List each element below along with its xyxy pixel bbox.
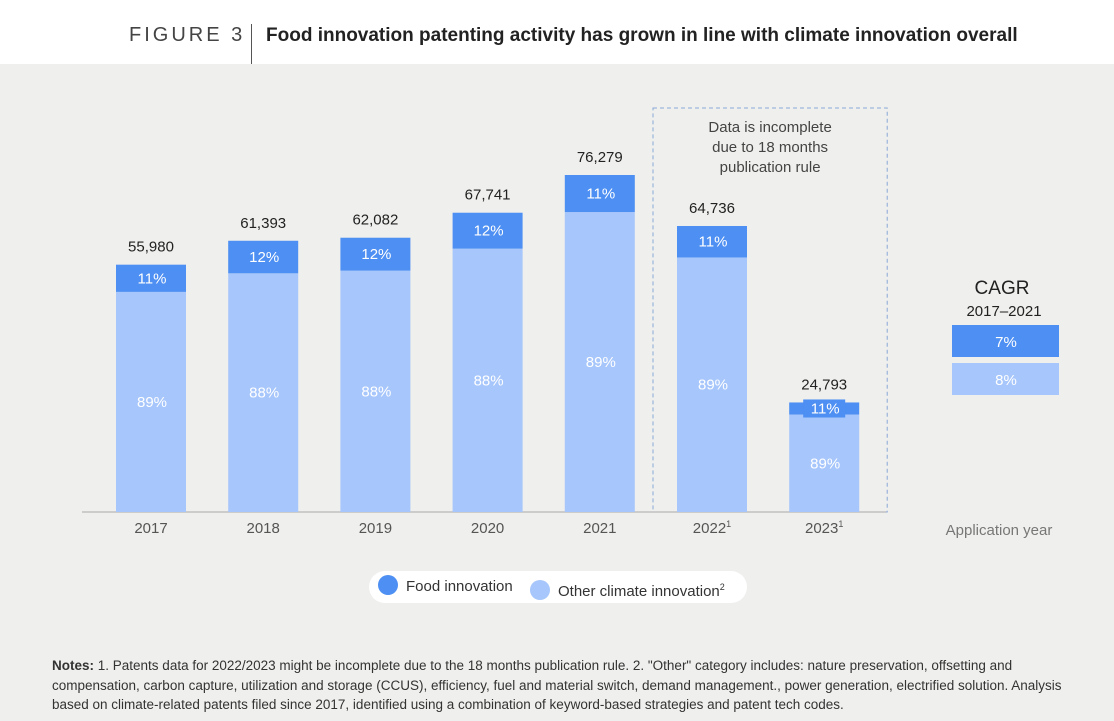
x-tick-label-2023: 20231 <box>805 519 843 537</box>
cagr-title: CAGR <box>975 278 1030 299</box>
notes-text: 1. Patents data for 2022/2023 might be i… <box>52 658 1062 712</box>
data-label-other-2021: 89% <box>586 354 616 371</box>
cagr-food-value: 7% <box>995 334 1017 351</box>
bar-food-2018 <box>228 240 299 274</box>
data-label-food-2017: 11% <box>138 270 167 287</box>
data-label-food-2023: 11% <box>811 400 840 417</box>
annotation-text: Data is incomplete <box>708 119 831 136</box>
legend-label-other-superscript: 2 <box>719 582 725 592</box>
figure-label: FIGURE 3 <box>129 24 246 46</box>
bar-food-2017 <box>116 264 186 292</box>
legend-swatch-other <box>530 580 550 601</box>
cagr-other-bar <box>952 363 1059 395</box>
bar-food-2022 <box>677 225 747 258</box>
bar-other-2018 <box>228 273 299 512</box>
notes-label: Notes: <box>52 658 95 673</box>
legend-item-food: Food innovation <box>378 571 513 603</box>
data-label-other-2017: 89% <box>137 394 167 411</box>
data-label-other-2022: 89% <box>698 377 728 394</box>
data-label-other-2018: 88% <box>249 385 279 402</box>
bar-food-2021 <box>564 175 635 213</box>
bar-food-2020 <box>452 212 523 249</box>
bar-other-2019 <box>340 270 411 512</box>
x-tick-label-2021: 2021 <box>583 520 616 537</box>
figure-title: Food innovation patenting activity has g… <box>266 25 1018 46</box>
x-tick-superscript-2022: 1 <box>726 519 731 529</box>
data-label-other-2023: 89% <box>810 455 840 472</box>
total-label-2020: 67,741 <box>465 187 511 204</box>
x-tick-label-2022: 20221 <box>693 519 731 537</box>
data-label-food-2022: 11% <box>699 234 728 251</box>
x-tick-label-2018: 2018 <box>247 520 280 537</box>
bar-other-2022 <box>677 257 747 512</box>
total-label-2021: 76,279 <box>577 149 623 166</box>
data-label-food-2021: 11% <box>586 186 615 203</box>
stacked-bar-chart: Data is incomplete due to 18 months public… <box>82 107 1059 539</box>
x-tick-superscript-2023: 1 <box>838 519 843 529</box>
annotation-text: publication rule <box>720 159 821 176</box>
bar-other-2020 <box>452 248 523 512</box>
total-label-2017: 55,980 <box>128 239 174 256</box>
bar-food-2019 <box>340 237 411 271</box>
chart-notes: Notes: 1. Patents data for 2022/2023 mig… <box>52 656 1082 715</box>
data-label-other-2020: 88% <box>474 372 504 389</box>
x-tick-label-2017: 2017 <box>134 520 167 537</box>
x-tick-label-2020: 2020 <box>471 520 504 537</box>
x-tick-label-2019: 2019 <box>359 520 392 537</box>
legend-label-other: Other climate innovation <box>558 583 720 600</box>
legend-label-food: Food innovation <box>406 578 513 595</box>
bar-other-2023 <box>789 414 860 512</box>
x-axis-title: Application year <box>946 522 1053 539</box>
title-separator <box>251 24 252 64</box>
cagr-period: 2017–2021 <box>966 303 1041 320</box>
figure-header: FIGURE 3 Food innovation patenting activ… <box>0 0 1114 64</box>
cagr-other-value: 8% <box>995 372 1017 389</box>
annotation-text: due to 18 months <box>712 139 828 156</box>
total-label-2018: 61,393 <box>240 215 286 232</box>
legend-item-other: Other climate innovation2 <box>530 571 725 603</box>
bar-other-2021 <box>564 212 635 512</box>
bar-other-2017 <box>116 291 186 512</box>
total-label-2022: 64,736 <box>689 200 735 217</box>
total-label-2019: 62,082 <box>352 212 398 229</box>
data-label-food-2020: 12% <box>474 223 504 240</box>
total-label-2023: 24,793 <box>801 376 847 393</box>
cagr-food-bar <box>952 325 1059 357</box>
data-label-other-2019: 88% <box>361 383 391 400</box>
data-label-food-2019: 12% <box>361 246 391 263</box>
incomplete-data-box <box>652 107 888 513</box>
chart-legend: Food innovation Other climate innovation… <box>369 571 747 603</box>
data-label-food-2018: 12% <box>249 249 279 266</box>
legend-swatch-food <box>378 575 398 596</box>
bar-food-label-bg-2023 <box>803 399 846 418</box>
